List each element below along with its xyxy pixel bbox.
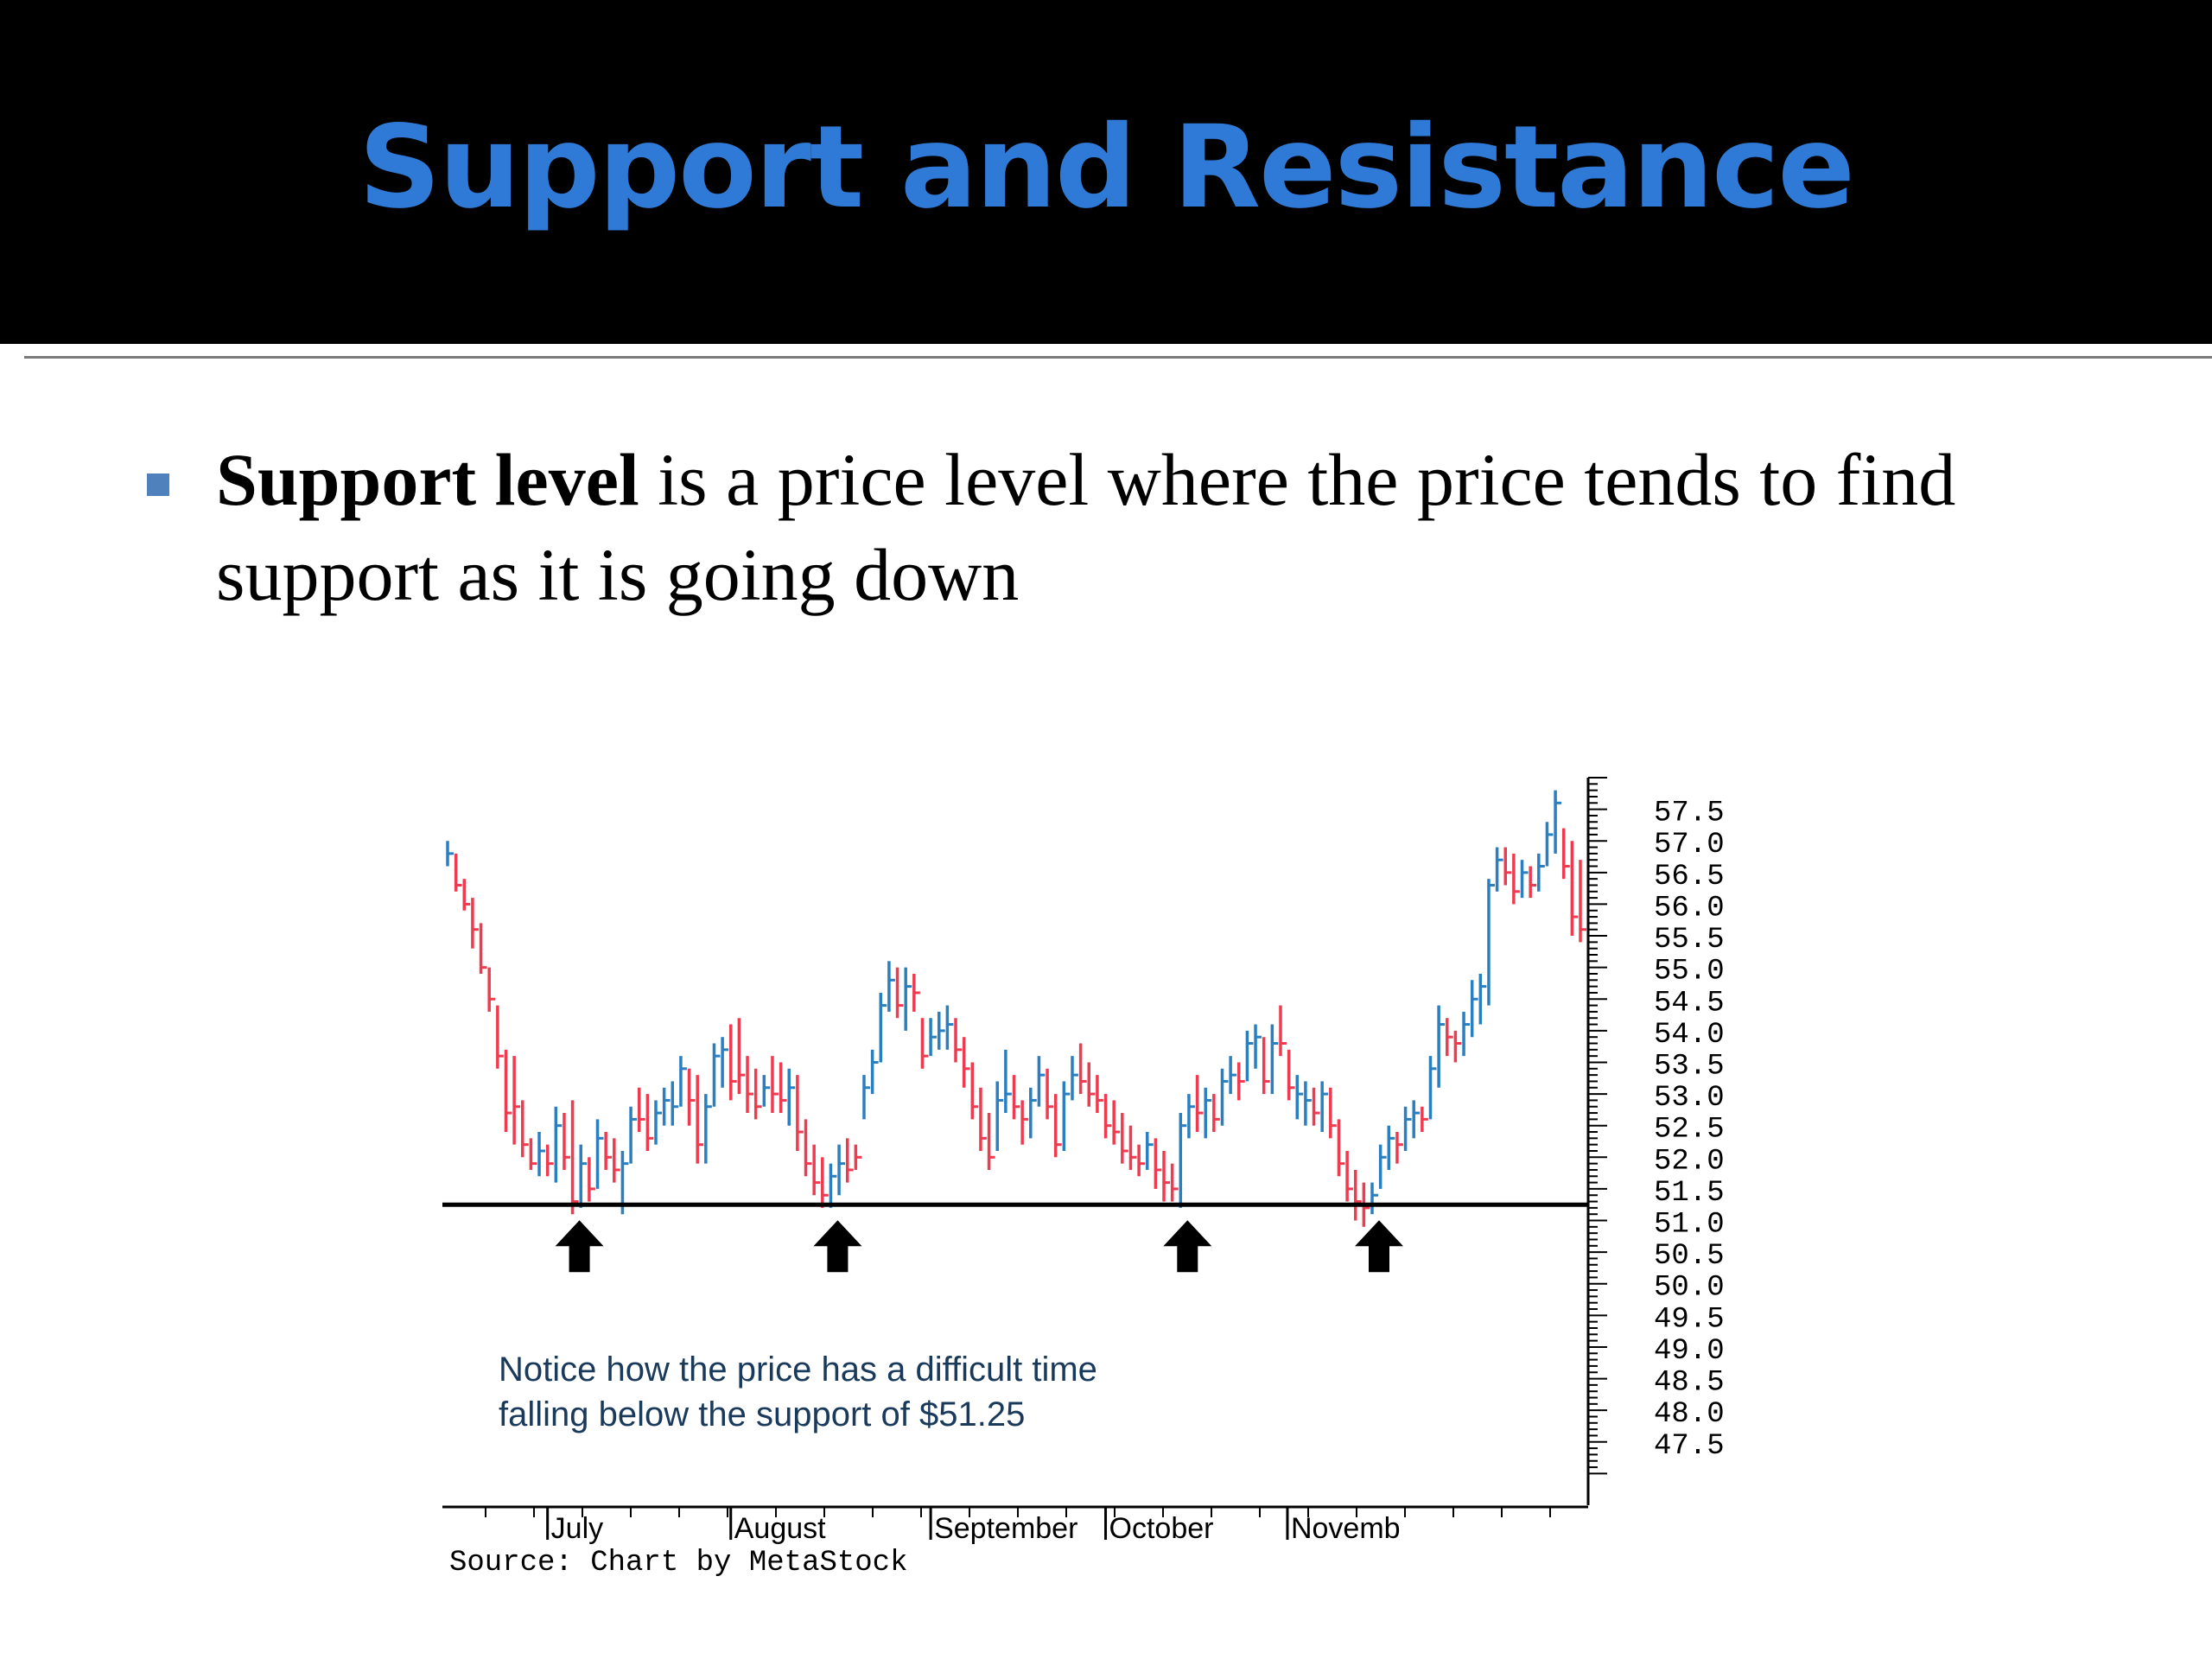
price-tick-label: 57.0 <box>1654 829 1725 861</box>
price-tick-label: 50.5 <box>1654 1240 1725 1273</box>
bullet-body: is a price level where the price tends t… <box>216 438 1956 616</box>
price-tick-label: 47.5 <box>1654 1430 1725 1463</box>
price-tick-label: 57.5 <box>1654 798 1725 830</box>
price-tick-label: 54.0 <box>1654 1019 1725 1052</box>
chart-annotation-line-1: Notice how the price has a difficult tim… <box>499 1351 1097 1389</box>
support-arrow-icon <box>813 1220 862 1273</box>
price-tick-label: 49.5 <box>1654 1303 1725 1336</box>
price-tick-label: 52.5 <box>1654 1114 1725 1147</box>
support-arrow-icon <box>1163 1220 1212 1273</box>
chart-annotation-line-2: falling below the support of $51.25 <box>499 1395 1026 1433</box>
month-label: October <box>1109 1512 1214 1545</box>
price-tick-label: 53.0 <box>1654 1082 1725 1115</box>
price-tick-label: 56.0 <box>1654 892 1725 925</box>
bullet-text: Support level is a price level where the… <box>216 432 2152 622</box>
price-tick-label: 55.0 <box>1654 956 1725 988</box>
price-tick-label: 48.0 <box>1654 1398 1725 1431</box>
month-label: September <box>934 1512 1077 1545</box>
slide-title: Support and Resistance <box>359 101 1855 234</box>
support-arrow-icon <box>555 1220 604 1273</box>
price-tick-label: 54.5 <box>1654 987 1725 1020</box>
price-tick-label: 56.5 <box>1654 861 1725 893</box>
header-divider <box>24 356 2212 359</box>
support-arrow-icon <box>1355 1220 1404 1273</box>
month-label: Novemb <box>1291 1512 1401 1545</box>
price-tick-label: 53.5 <box>1654 1050 1725 1083</box>
title-bar: Support and Resistance <box>0 0 2212 344</box>
price-tick-label: 51.5 <box>1654 1177 1725 1210</box>
price-tick-label: 55.5 <box>1654 924 1725 957</box>
price-tick-label: 50.0 <box>1654 1272 1725 1305</box>
bullet-term: Support level <box>216 438 639 521</box>
price-tick-label: 48.5 <box>1654 1367 1725 1400</box>
price-tick-label: 51.0 <box>1654 1209 1725 1242</box>
month-label: August <box>734 1512 826 1545</box>
price-tick-label: 49.0 <box>1654 1335 1725 1368</box>
price-tick-label: 52.0 <box>1654 1145 1725 1178</box>
month-label: July <box>551 1512 603 1545</box>
bullet-square-icon <box>147 474 169 496</box>
chart-source: Source: Chart by MetaStock <box>449 1547 908 1580</box>
